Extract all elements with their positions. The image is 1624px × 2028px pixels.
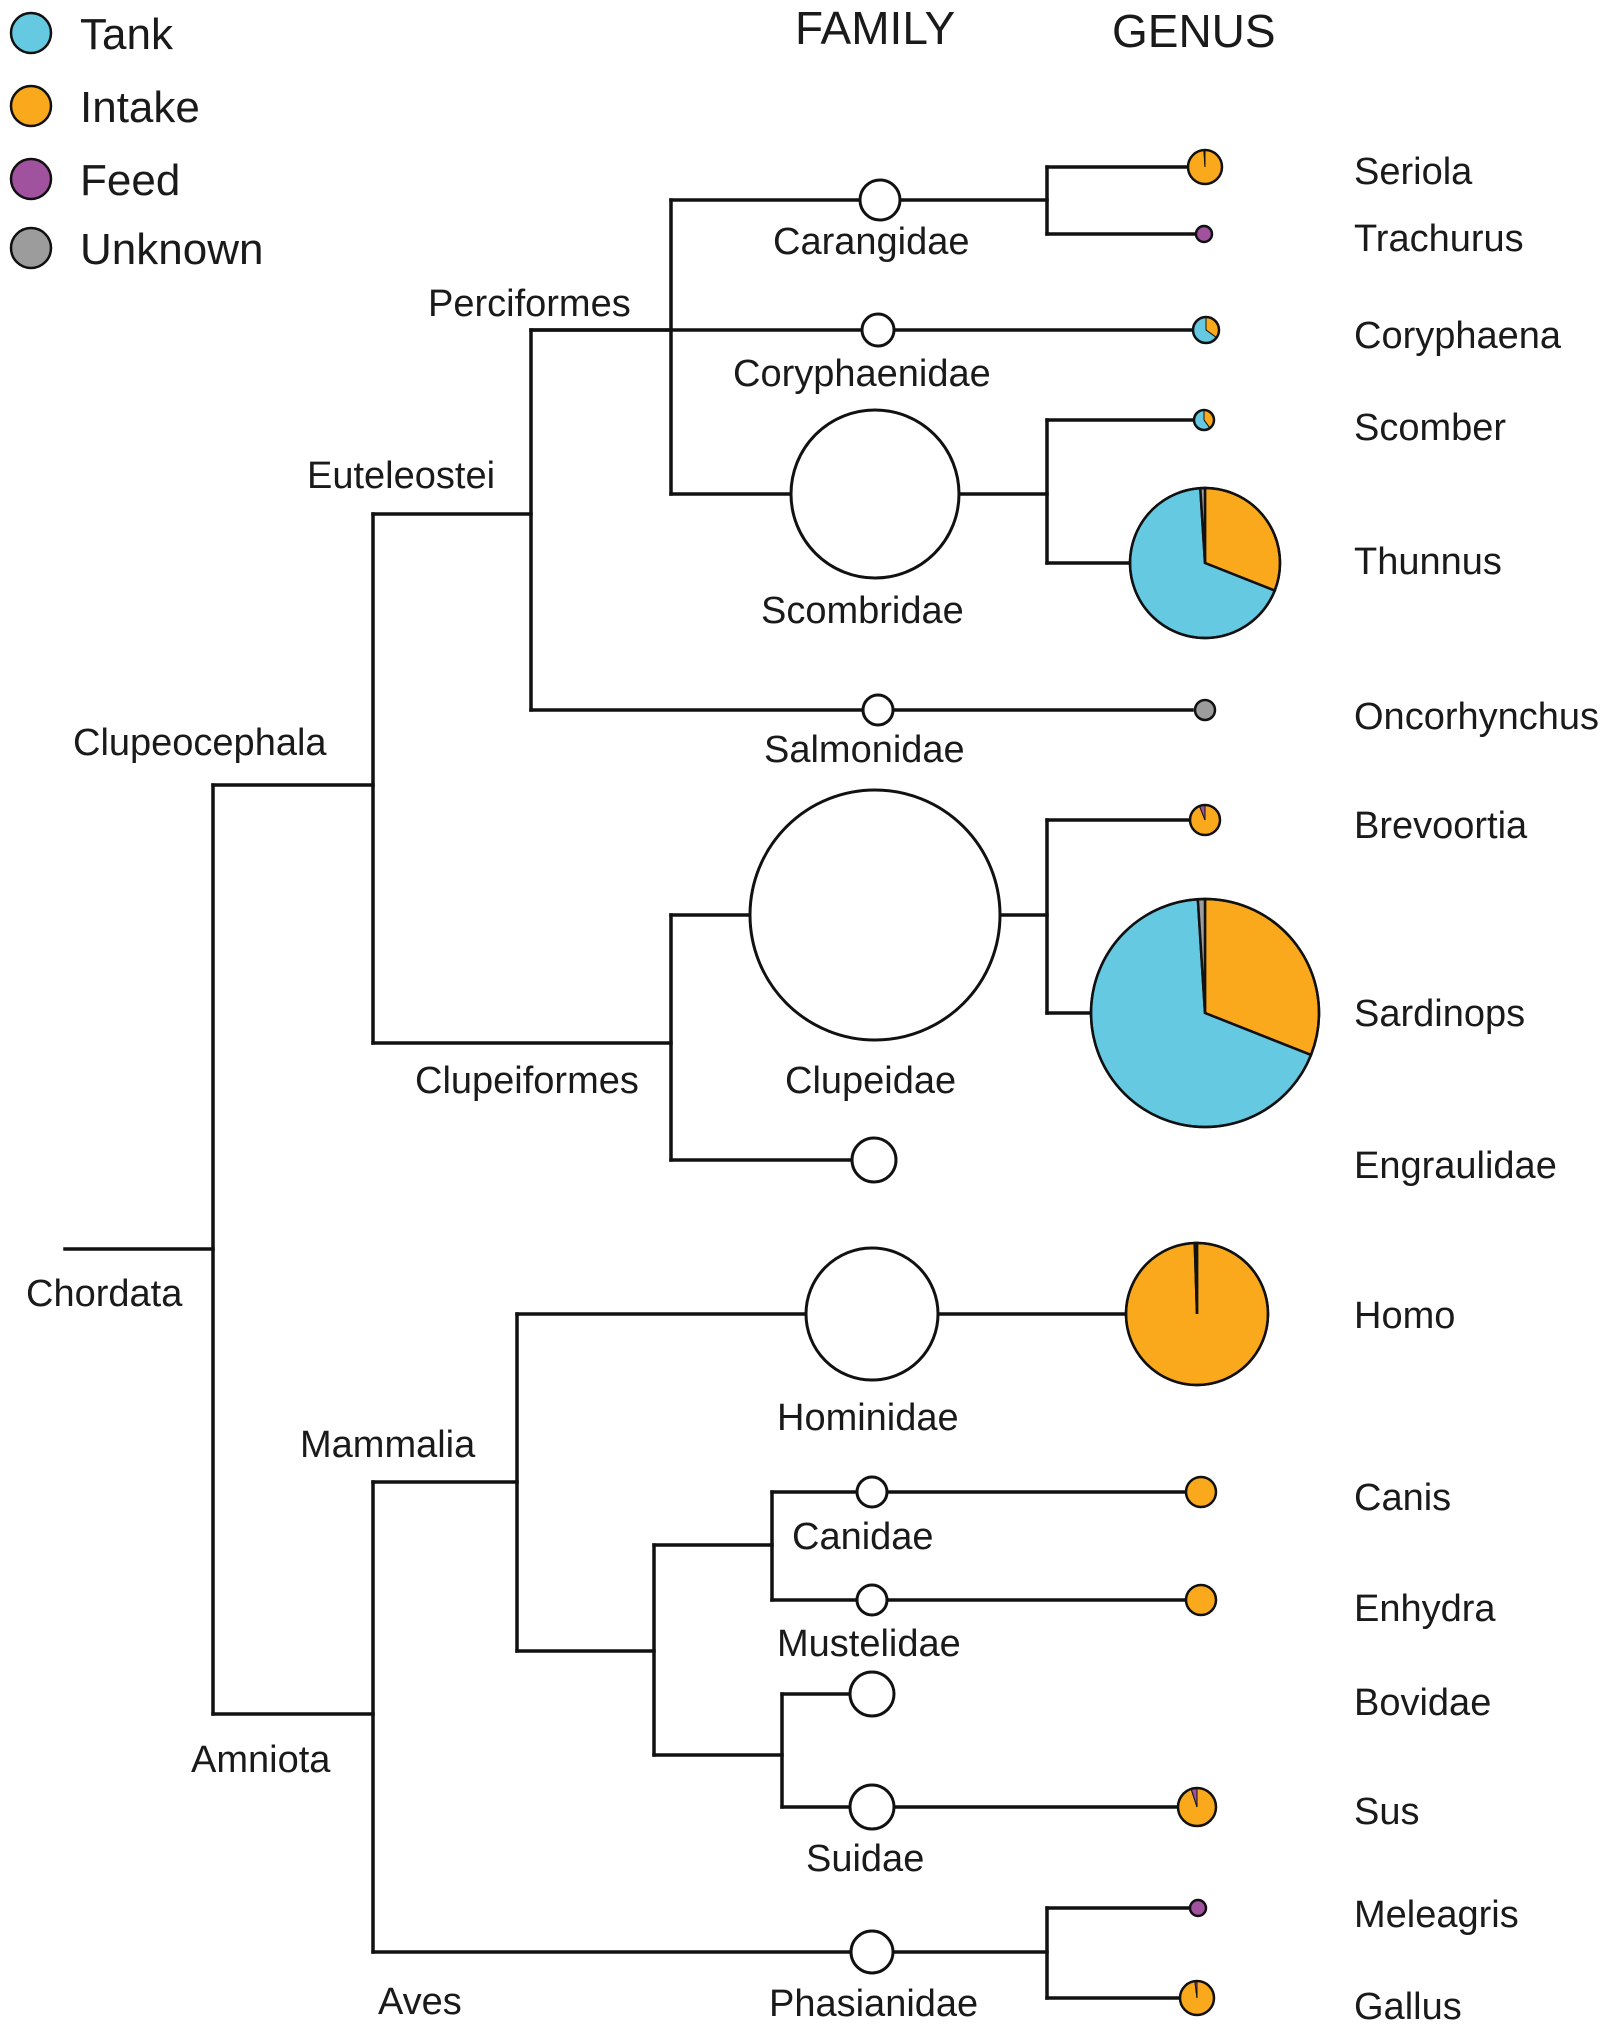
family-label-mustelidae: Mustelidae [777,1623,961,1665]
family-label-clupeidae: Clupeidae [785,1060,956,1102]
legend-intake-swatch [9,84,53,128]
genus-label-scomber: Scomber [1354,407,1506,449]
trachurus-pie-outline [1194,224,1214,244]
legend-unknown-label: Unknown [80,225,263,274]
canidae-node [855,1475,889,1509]
canis-pie-intake-slice [1186,1477,1216,1507]
gallus-pie-outline [1178,1979,1216,2017]
clade-label-clupeocephala: Clupeocephala [73,722,327,764]
phasianidae-node [849,1929,895,1975]
canis-pie-outline [1184,1475,1218,1509]
genus-label-bovidae: Bovidae [1354,1682,1491,1724]
legend-tank-label: Tank [80,10,174,59]
family-label-hominidae: Hominidae [777,1397,959,1439]
clade-label-perciformes: Perciformes [428,283,631,325]
family-label-canidae: Canidae [792,1516,934,1558]
genus-label-sardinops: Sardinops [1354,993,1525,1035]
carangidae-node [858,178,902,222]
mustelidae-node [855,1583,889,1617]
genus-label-thunnus: Thunnus [1354,541,1502,583]
genus-label-seriola: Seriola [1354,151,1473,193]
family-label-carangidae: Carangidae [773,221,969,263]
clade-label-aves: Aves [378,1981,462,2023]
legend-intake-label: Intake [80,83,200,132]
legend-unknown-swatch [9,226,53,270]
hominidae-node [804,1246,940,1382]
legend-tank-swatch [9,11,53,55]
seriola-pie-outline [1186,148,1224,186]
brevoortia-pie-outline [1188,803,1222,837]
genus-label-oncorhynchus: Oncorhynchus [1354,696,1599,738]
genus-label-enhydra: Enhydra [1354,1588,1496,1630]
genus-label-gallus: Gallus [1354,1986,1462,2028]
sus-pie-outline [1176,1786,1218,1828]
genus-label-meleagris: Meleagris [1354,1894,1519,1936]
family-column-header: FAMILY [795,2,955,54]
genus-pies [1089,148,1321,2017]
meleagris-pie-feed-slice [1190,1900,1206,1916]
clade-label-mammalia: Mammalia [300,1424,476,1466]
engraulidae-node [850,1136,898,1184]
salmonidae-node [861,693,895,727]
clade-label-euteleostei: Euteleostei [307,455,495,497]
oncorhynchus-pie-outline [1193,698,1217,722]
trachurus-pie-feed-slice [1196,226,1212,242]
clupeidae-node [748,788,1002,1042]
genus-label-engraulidae: Engraulidae [1354,1145,1557,1187]
clade-label-amniota: Amniota [191,1739,331,1781]
coryphaenidae-node [860,312,896,348]
scomber-pie-outline [1192,408,1216,432]
enhydra-pie-outline [1184,1583,1218,1617]
clade-label-clupeiformes: Clupeiformes [415,1060,639,1102]
family-nodes [748,178,1002,1975]
family-label-coryphaenidae: Coryphaenidae [733,353,991,395]
thunnus-pie-outline [1128,486,1282,640]
genus-label-coryphaena: Coryphaena [1354,315,1562,357]
family-label-suidae: Suidae [806,1838,924,1880]
genus-label-sus: Sus [1354,1791,1419,1833]
genus-label-canis: Canis [1354,1477,1451,1519]
genus-label-trachurus: Trachurus [1354,218,1524,260]
tree-branches [63,165,1204,2000]
scombridae-node [789,408,961,580]
family-labels: Carangidae Coryphaenidae Scombridae Salm… [733,221,991,2025]
clade-labels: Chordata Clupeocephala Euteleostei Perci… [26,283,639,2023]
legend-feed-swatch [9,157,53,201]
sardinops-pie-outline [1089,897,1321,1129]
genus-column-header: GENUS [1112,5,1276,57]
legend-feed-label: Feed [80,156,180,205]
legend: Tank Intake Feed Unknown [9,10,263,274]
family-label-salmonidae: Salmonidae [764,729,965,771]
meleagris-pie-outline [1188,1898,1208,1918]
bovidae-node [848,1670,896,1718]
family-label-scombridae: Scombridae [761,590,964,632]
coryphaena-pie-outline [1191,315,1221,345]
suidae-node [848,1783,896,1831]
genus-label-homo: Homo [1354,1295,1455,1337]
oncorhynchus-pie-unknown-slice [1195,700,1215,720]
homo-pie-outline [1124,1241,1270,1387]
clade-label-chordata: Chordata [26,1273,183,1315]
enhydra-pie-intake-slice [1186,1585,1216,1615]
genus-labels: Seriola Trachurus Coryphaena Scomber Thu… [1354,151,1599,2028]
genus-label-brevoortia: Brevoortia [1354,805,1528,847]
family-label-phasianidae: Phasianidae [769,1983,978,2025]
